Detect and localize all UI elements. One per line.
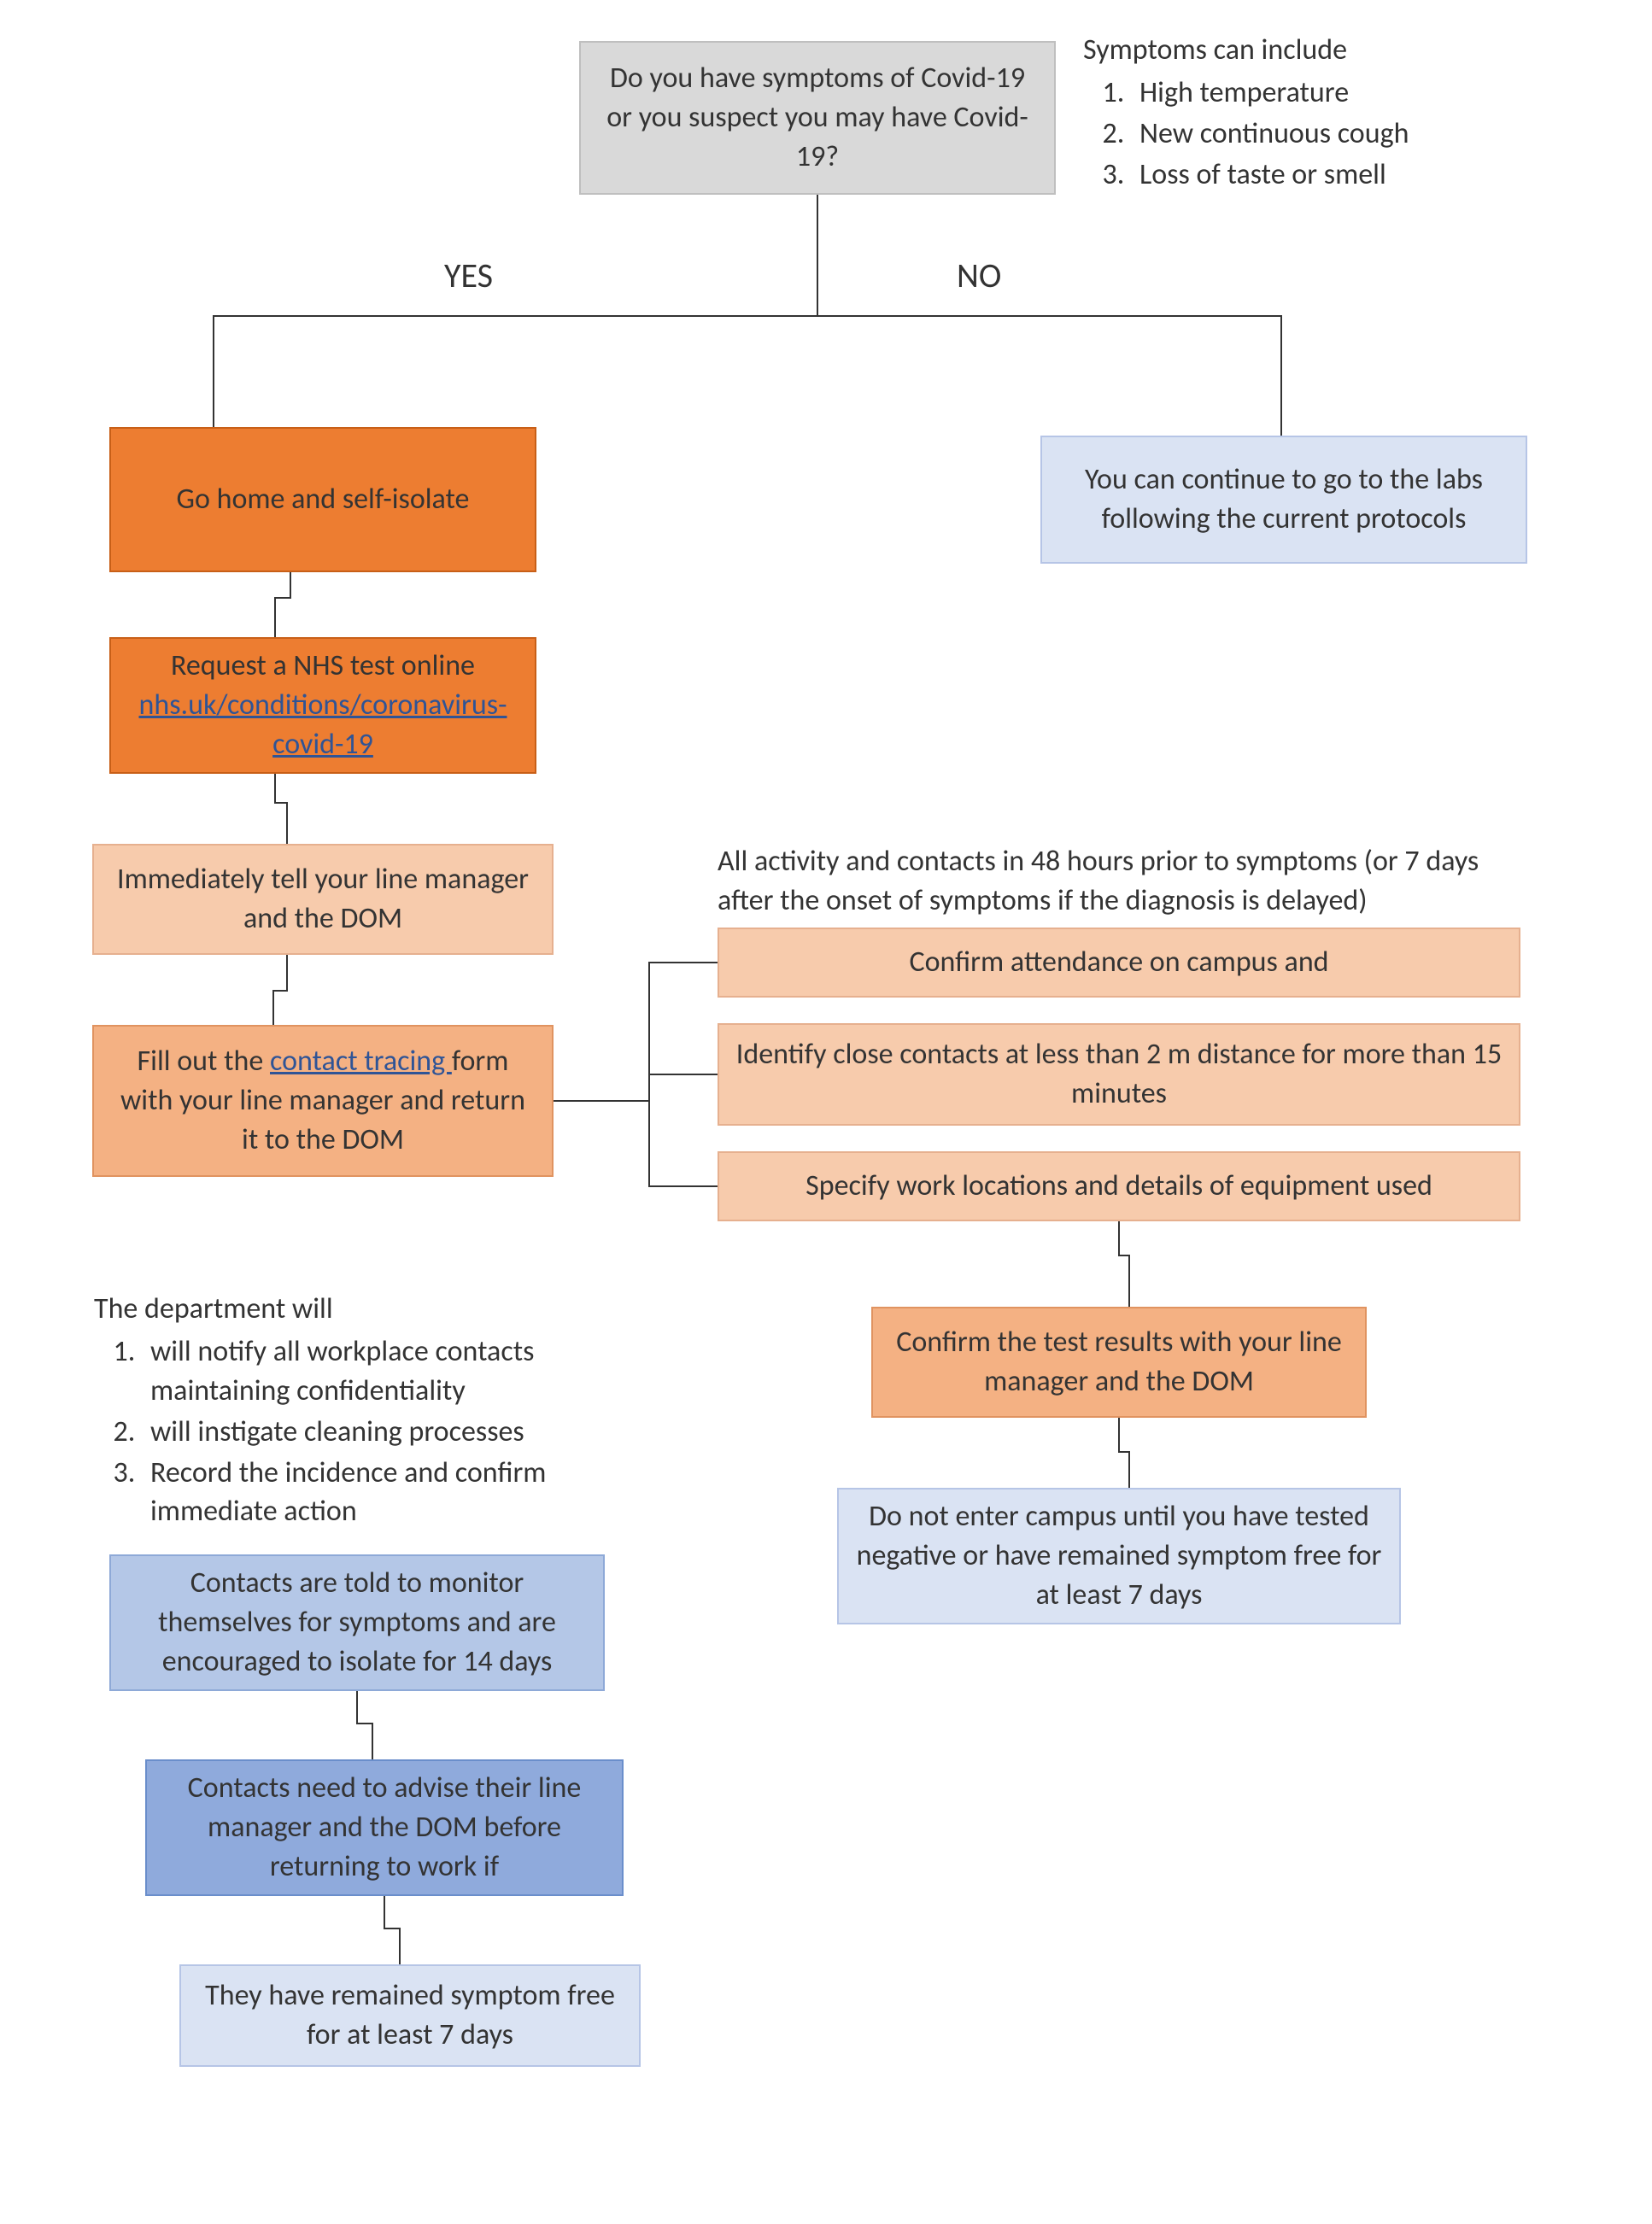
symptoms-note: Symptoms can include High temperature Ne… (1083, 31, 1579, 196)
yes4-content: Fill out the contact tracing form with y… (109, 1042, 536, 1160)
department-item: will instigate cleaning processes (142, 1413, 641, 1452)
activity-text: All activity and contacts in 48 hours pr… (718, 844, 1479, 918)
no-node: You can continue to go to the labs follo… (1040, 436, 1527, 564)
start-node: Do you have symptoms of Covid-19 or you … (579, 41, 1056, 195)
start-text: Do you have symptoms of Covid-19 or you … (596, 59, 1039, 177)
yes3-node: Immediately tell your line manager and t… (92, 844, 554, 955)
yes2-pre: Request a NHS test online (171, 648, 475, 683)
flowchart-canvas: YES NO Symptoms can include High tempera… (0, 0, 1652, 2224)
ct1-node: Confirm attendance on campus and (718, 928, 1520, 998)
ct3-node: Specify work locations and details of eq… (718, 1151, 1520, 1221)
yes3-text: Immediately tell your line manager and t… (109, 860, 536, 939)
contact-tracing-link[interactable]: contact tracing (270, 1044, 452, 1079)
department-item: Record the incidence and confirm immedia… (142, 1454, 641, 1532)
contacts3-text: They have remained symptom free for at l… (196, 1976, 624, 2055)
department-list: will notify all workplace contacts maint… (94, 1332, 641, 1531)
symptoms-lead: Symptoms can include (1083, 31, 1579, 70)
contacts1-node: Contacts are told to monitor themselves … (109, 1554, 605, 1691)
confirm-text: Confirm the test results with your line … (888, 1323, 1350, 1402)
contacts2-node: Contacts need to advise their line manag… (145, 1759, 624, 1896)
yes2-node: Request a NHS test online nhs.uk/conditi… (109, 637, 536, 774)
yes-text: YES (444, 255, 493, 296)
noentry-text: Do not enter campus until you have teste… (854, 1497, 1384, 1615)
no-text-body: You can continue to go to the labs follo… (1057, 460, 1510, 539)
symptoms-item: High temperature (1131, 73, 1579, 113)
yes2-content: Request a NHS test online nhs.uk/conditi… (126, 647, 519, 764)
ct2-text: Identify close contacts at less than 2 m… (735, 1035, 1503, 1114)
confirm-node: Confirm the test results with your line … (871, 1307, 1367, 1418)
symptoms-item: Loss of taste or smell (1131, 155, 1579, 195)
contacts3-node: They have remained symptom free for at l… (179, 1964, 641, 2067)
ct2-node: Identify close contacts at less than 2 m… (718, 1023, 1520, 1126)
activity-note: All activity and contacts in 48 hours pr… (718, 842, 1538, 921)
department-note: The department will will notify all work… (94, 1290, 641, 1533)
ct3-text: Specify work locations and details of eq… (805, 1167, 1432, 1206)
department-lead: The department will (94, 1290, 641, 1329)
yes-label: YES (444, 255, 493, 296)
yes1-node: Go home and self-isolate (109, 427, 536, 572)
nhs-link[interactable]: nhs.uk/conditions/coronavirus-covid-19 (139, 688, 507, 762)
no-text: NO (957, 255, 1001, 296)
no-label: NO (957, 255, 1001, 296)
contacts2-text: Contacts need to advise their line manag… (162, 1769, 606, 1887)
contacts1-text: Contacts are told to monitor themselves … (126, 1564, 588, 1682)
symptoms-list: High temperature New continuous cough Lo… (1083, 73, 1579, 195)
symptoms-item: New continuous cough (1131, 114, 1579, 154)
yes4-node: Fill out the contact tracing form with y… (92, 1025, 554, 1177)
ct1-text: Confirm attendance on campus and (909, 943, 1328, 982)
noentry-node: Do not enter campus until you have teste… (837, 1488, 1401, 1624)
yes1-text: Go home and self-isolate (177, 480, 470, 519)
department-item: will notify all workplace contacts maint… (142, 1332, 641, 1411)
yes4-pre: Fill out the (138, 1044, 270, 1079)
